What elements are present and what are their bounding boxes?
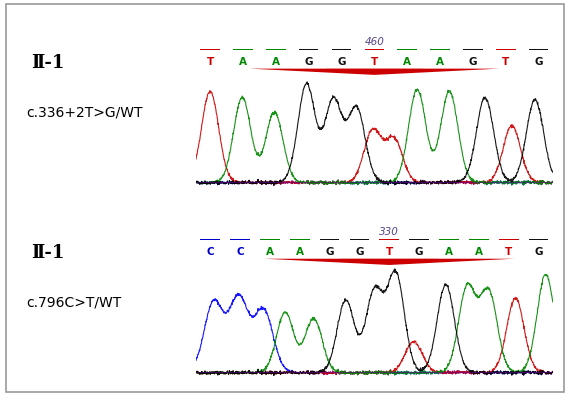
Text: T: T: [386, 247, 393, 257]
Text: G: G: [469, 57, 477, 67]
Text: G: G: [415, 247, 424, 257]
Text: G: G: [355, 247, 364, 257]
Text: c.796C>T/WT: c.796C>T/WT: [26, 295, 121, 309]
FancyBboxPatch shape: [290, 239, 310, 240]
Text: A: A: [403, 57, 411, 67]
Text: 460: 460: [364, 36, 384, 47]
FancyBboxPatch shape: [200, 239, 220, 240]
FancyBboxPatch shape: [233, 49, 253, 50]
FancyBboxPatch shape: [496, 49, 516, 50]
FancyBboxPatch shape: [439, 239, 459, 240]
Text: A: A: [475, 247, 483, 257]
FancyBboxPatch shape: [349, 239, 369, 240]
Text: G: G: [534, 247, 543, 257]
Text: G: G: [325, 247, 334, 257]
FancyBboxPatch shape: [397, 49, 417, 50]
Text: A: A: [266, 247, 274, 257]
Text: A: A: [239, 57, 247, 67]
Text: T: T: [206, 57, 214, 67]
FancyBboxPatch shape: [529, 239, 548, 240]
Text: A: A: [445, 247, 453, 257]
Text: C: C: [236, 247, 244, 257]
FancyBboxPatch shape: [409, 239, 429, 240]
FancyBboxPatch shape: [332, 49, 351, 50]
Text: A: A: [296, 247, 304, 257]
Text: Ⅱ-1: Ⅱ-1: [31, 244, 65, 262]
FancyBboxPatch shape: [299, 49, 319, 50]
Text: T: T: [502, 57, 510, 67]
Text: G: G: [304, 57, 313, 67]
FancyBboxPatch shape: [365, 49, 384, 50]
FancyBboxPatch shape: [499, 239, 519, 240]
FancyBboxPatch shape: [260, 239, 280, 240]
Text: A: A: [436, 57, 444, 67]
FancyBboxPatch shape: [469, 239, 488, 240]
FancyBboxPatch shape: [430, 49, 450, 50]
FancyBboxPatch shape: [320, 239, 339, 240]
FancyBboxPatch shape: [266, 49, 286, 50]
FancyBboxPatch shape: [200, 49, 220, 50]
Text: T: T: [505, 247, 512, 257]
Text: G: G: [337, 57, 346, 67]
Text: c.336+2T>G/WT: c.336+2T>G/WT: [26, 105, 142, 119]
Text: G: G: [534, 57, 543, 67]
FancyBboxPatch shape: [463, 49, 483, 50]
Text: T: T: [370, 57, 378, 67]
FancyBboxPatch shape: [230, 239, 250, 240]
Text: C: C: [206, 247, 214, 257]
Text: A: A: [272, 57, 280, 67]
FancyBboxPatch shape: [529, 49, 548, 50]
Text: Ⅱ-1: Ⅱ-1: [31, 54, 65, 72]
FancyBboxPatch shape: [380, 239, 399, 240]
Text: 330: 330: [380, 227, 399, 237]
